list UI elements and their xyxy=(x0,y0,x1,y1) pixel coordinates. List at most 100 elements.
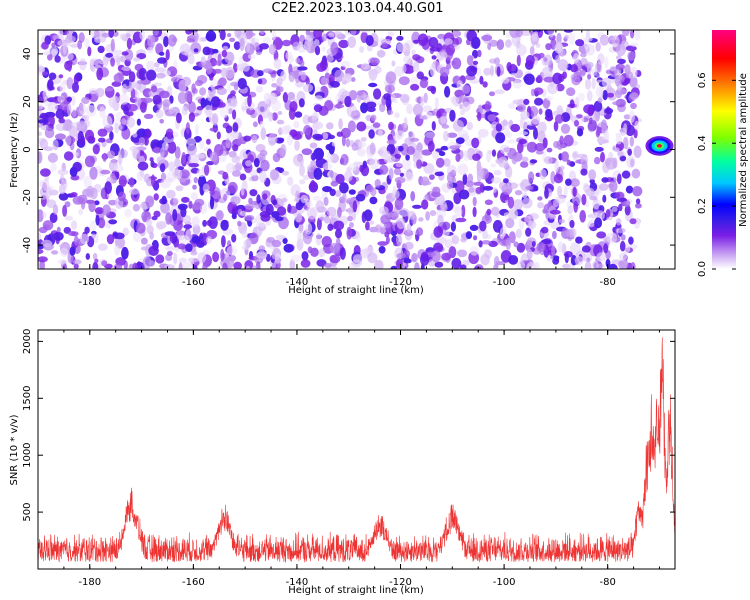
y-tick-label: 500 xyxy=(22,503,33,522)
heatmap-cell xyxy=(544,188,549,199)
heatmap-cell xyxy=(155,109,164,119)
heatmap-cell xyxy=(116,56,121,67)
heatmap-cell xyxy=(262,68,274,73)
heatmap-cell xyxy=(146,225,154,235)
heatmap-cell xyxy=(360,137,367,142)
heatmap-cell xyxy=(433,226,444,238)
heatmap-cell xyxy=(303,204,308,210)
heatmap-cell xyxy=(179,169,190,179)
heatmap-cell xyxy=(488,91,496,97)
heatmap-cell xyxy=(78,208,84,216)
heatmap-cell xyxy=(635,198,641,205)
heatmap-cell xyxy=(67,61,72,72)
heatmap-cell xyxy=(533,185,539,192)
heatmap-cell xyxy=(583,38,590,50)
heatmap-cell xyxy=(534,97,544,106)
heatmap-cell xyxy=(559,165,565,171)
heatmap-cell xyxy=(60,173,65,182)
heatmap-cell xyxy=(283,243,294,253)
heatmap-cell xyxy=(133,57,141,62)
heatmap-cell xyxy=(156,156,166,164)
heatmap-cell xyxy=(373,88,382,100)
heatmap-cell xyxy=(559,135,564,145)
snr-panel: -180 -160 -140 -120 -100 -80 500100015002000 … xyxy=(9,329,676,596)
heatmap-cell xyxy=(396,35,404,41)
heatmap-cell xyxy=(126,116,135,128)
heatmap-cell xyxy=(160,202,170,214)
heatmap-cell xyxy=(102,204,111,216)
heatmap-cell xyxy=(177,243,187,250)
heatmap-cell xyxy=(243,135,252,142)
heatmap-cell xyxy=(432,186,441,195)
heatmap-cell xyxy=(525,185,534,191)
heatmap-cell xyxy=(178,257,187,263)
heatmap-cell xyxy=(239,173,247,181)
heatmap-cell xyxy=(186,38,196,43)
heatmap-cell xyxy=(316,217,322,231)
heatmap-cell xyxy=(553,173,564,184)
heatmap-cell xyxy=(220,187,231,199)
heatmap-cell xyxy=(47,152,59,163)
heatmap-cell xyxy=(403,55,412,65)
heatmap-cell xyxy=(307,207,317,220)
heatmap-cell xyxy=(265,203,274,215)
heatmap-cell xyxy=(47,78,54,91)
heatmap-cell xyxy=(108,219,118,225)
heatmap-cell xyxy=(121,118,127,125)
heatmap-cell xyxy=(614,90,623,99)
heatmap-cell xyxy=(226,132,237,141)
heatmap-cell xyxy=(67,103,72,116)
heatmap-cell xyxy=(104,181,112,195)
heatmap-cell xyxy=(125,85,134,93)
heatmap-cell xyxy=(604,56,609,69)
heatmap-cell xyxy=(66,77,74,90)
heatmap-cell xyxy=(280,144,287,157)
heatmap-cell xyxy=(615,63,625,71)
heatmap-cell xyxy=(378,206,389,216)
x-tick-label: -120 xyxy=(389,577,412,588)
heatmap-cell xyxy=(460,109,465,116)
heatmap-cell xyxy=(350,109,361,121)
heatmap-cell xyxy=(40,168,51,177)
heatmap-cell xyxy=(178,79,187,93)
heatmap-cell xyxy=(221,235,226,248)
heatmap-cell xyxy=(607,263,618,269)
heatmap-cell xyxy=(512,99,523,105)
heatmap-cell xyxy=(260,127,267,140)
heatmap-cell xyxy=(384,231,390,238)
heatmap-cell xyxy=(494,89,505,95)
heatmap-cell xyxy=(520,110,530,120)
heatmap-cell xyxy=(627,51,636,61)
heatmap-cell xyxy=(299,179,306,185)
heatmap-cell xyxy=(347,215,353,222)
spectrogram-x-ticks: -180 -160 -140 -120 -100 -80 xyxy=(37,30,660,288)
heatmap-cell xyxy=(105,52,113,58)
heatmap-cell xyxy=(176,112,182,124)
heatmap-cell xyxy=(393,168,402,176)
heatmap-cell xyxy=(445,44,455,56)
heatmap-cell xyxy=(303,124,312,136)
heatmap-cell xyxy=(268,43,277,55)
heatmap-cell xyxy=(159,51,165,56)
heatmap-cell xyxy=(209,72,214,81)
heatmap-cell xyxy=(460,237,467,243)
heatmap-cell xyxy=(193,176,198,184)
heatmap-cell xyxy=(47,53,53,61)
heatmap-cell xyxy=(225,125,233,134)
heatmap-cell xyxy=(233,261,242,269)
heatmap-cell xyxy=(508,231,516,244)
heatmap-cell xyxy=(556,83,565,92)
heatmap-cell xyxy=(434,199,440,206)
heatmap-cell xyxy=(396,233,403,247)
heatmap-cell xyxy=(499,227,505,240)
heatmap-cell xyxy=(336,131,343,137)
heatmap-cell xyxy=(159,119,164,124)
heatmap-cell xyxy=(108,30,114,38)
heatmap-cell xyxy=(339,94,345,100)
heatmap-cell xyxy=(80,135,86,147)
heatmap-cell xyxy=(441,124,450,129)
heatmap-cell xyxy=(507,196,515,209)
heatmap-cell xyxy=(231,155,241,164)
heatmap-cell xyxy=(419,78,428,89)
heatmap-cell xyxy=(584,261,592,269)
